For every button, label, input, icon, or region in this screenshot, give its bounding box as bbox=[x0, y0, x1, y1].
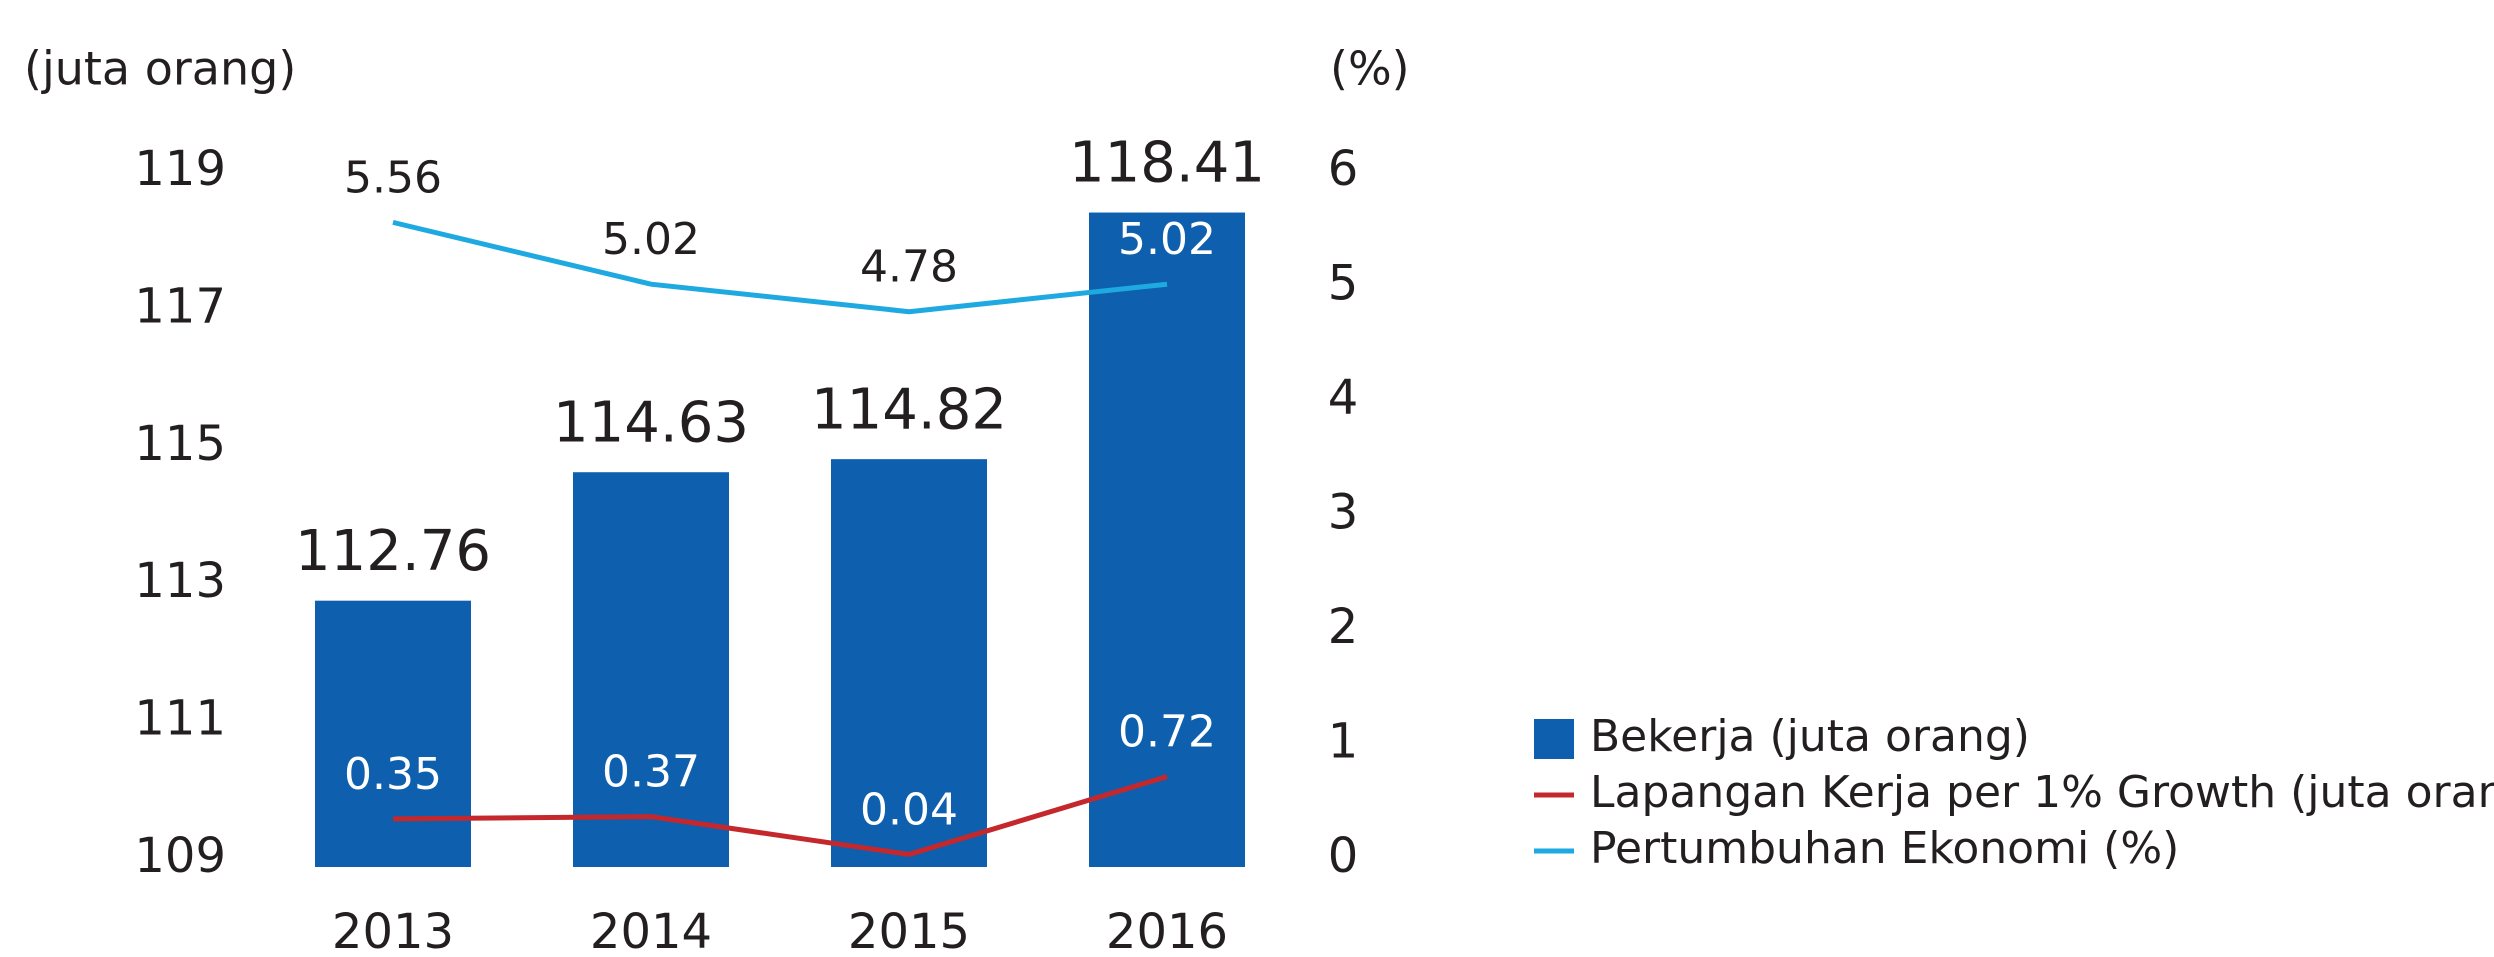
legend-swatch bbox=[1534, 719, 1574, 759]
bar bbox=[573, 472, 729, 867]
legend-label: Bekerja (juta orang) bbox=[1590, 711, 2030, 762]
line-value-label: 0.72 bbox=[1118, 707, 1216, 758]
line-value-label: 0.35 bbox=[344, 749, 442, 800]
line-value-label: 5.56 bbox=[344, 152, 442, 203]
y-tick-label: 111 bbox=[134, 691, 226, 747]
y2-tick-label: 1 bbox=[1328, 714, 1359, 770]
legend-label: Pertumbuhan Ekonomi (%) bbox=[1590, 823, 2179, 874]
y2-tick-label: 4 bbox=[1328, 370, 1359, 426]
y2-tick-label: 0 bbox=[1328, 828, 1359, 884]
line-value-label: 5.02 bbox=[1118, 214, 1216, 265]
x-tick-label: 2013 bbox=[332, 904, 454, 957]
line-value-label: 0.04 bbox=[860, 784, 958, 835]
y-tick-label: 109 bbox=[134, 828, 226, 884]
line-value-label: 0.37 bbox=[602, 747, 700, 798]
y-tick-label: 117 bbox=[134, 278, 226, 334]
bar-value-label: 114.82 bbox=[811, 377, 1007, 442]
y-tick-label: 119 bbox=[134, 141, 226, 197]
line bbox=[392, 219, 1168, 315]
bar-value-label: 118.41 bbox=[1069, 131, 1265, 196]
bar-value-label: 114.63 bbox=[553, 390, 749, 455]
x-tick-label: 2014 bbox=[590, 904, 712, 957]
y2-tick-label: 3 bbox=[1328, 485, 1359, 541]
x-tick-label: 2015 bbox=[848, 904, 970, 957]
y-tick-label: 115 bbox=[134, 416, 226, 472]
y2-axis-title: (%) bbox=[1330, 42, 1410, 96]
bar bbox=[315, 600, 471, 867]
bar bbox=[1089, 212, 1245, 867]
legend-label: Lapangan Kerja per 1% Growth (juta orang… bbox=[1590, 767, 2494, 818]
bar-value-label: 112.76 bbox=[295, 519, 491, 584]
x-tick-label: 2016 bbox=[1106, 904, 1228, 957]
y2-tick-label: 2 bbox=[1328, 599, 1359, 655]
line bbox=[392, 774, 1168, 857]
y2-tick-label: 6 bbox=[1328, 141, 1359, 197]
line-value-label: 5.02 bbox=[602, 214, 700, 265]
y2-tick-label: 5 bbox=[1328, 256, 1359, 312]
line-value-label: 4.78 bbox=[860, 242, 958, 293]
bar bbox=[831, 459, 987, 867]
y-tick-label: 113 bbox=[134, 553, 226, 609]
y-axis-title: (juta orang) bbox=[24, 42, 296, 96]
